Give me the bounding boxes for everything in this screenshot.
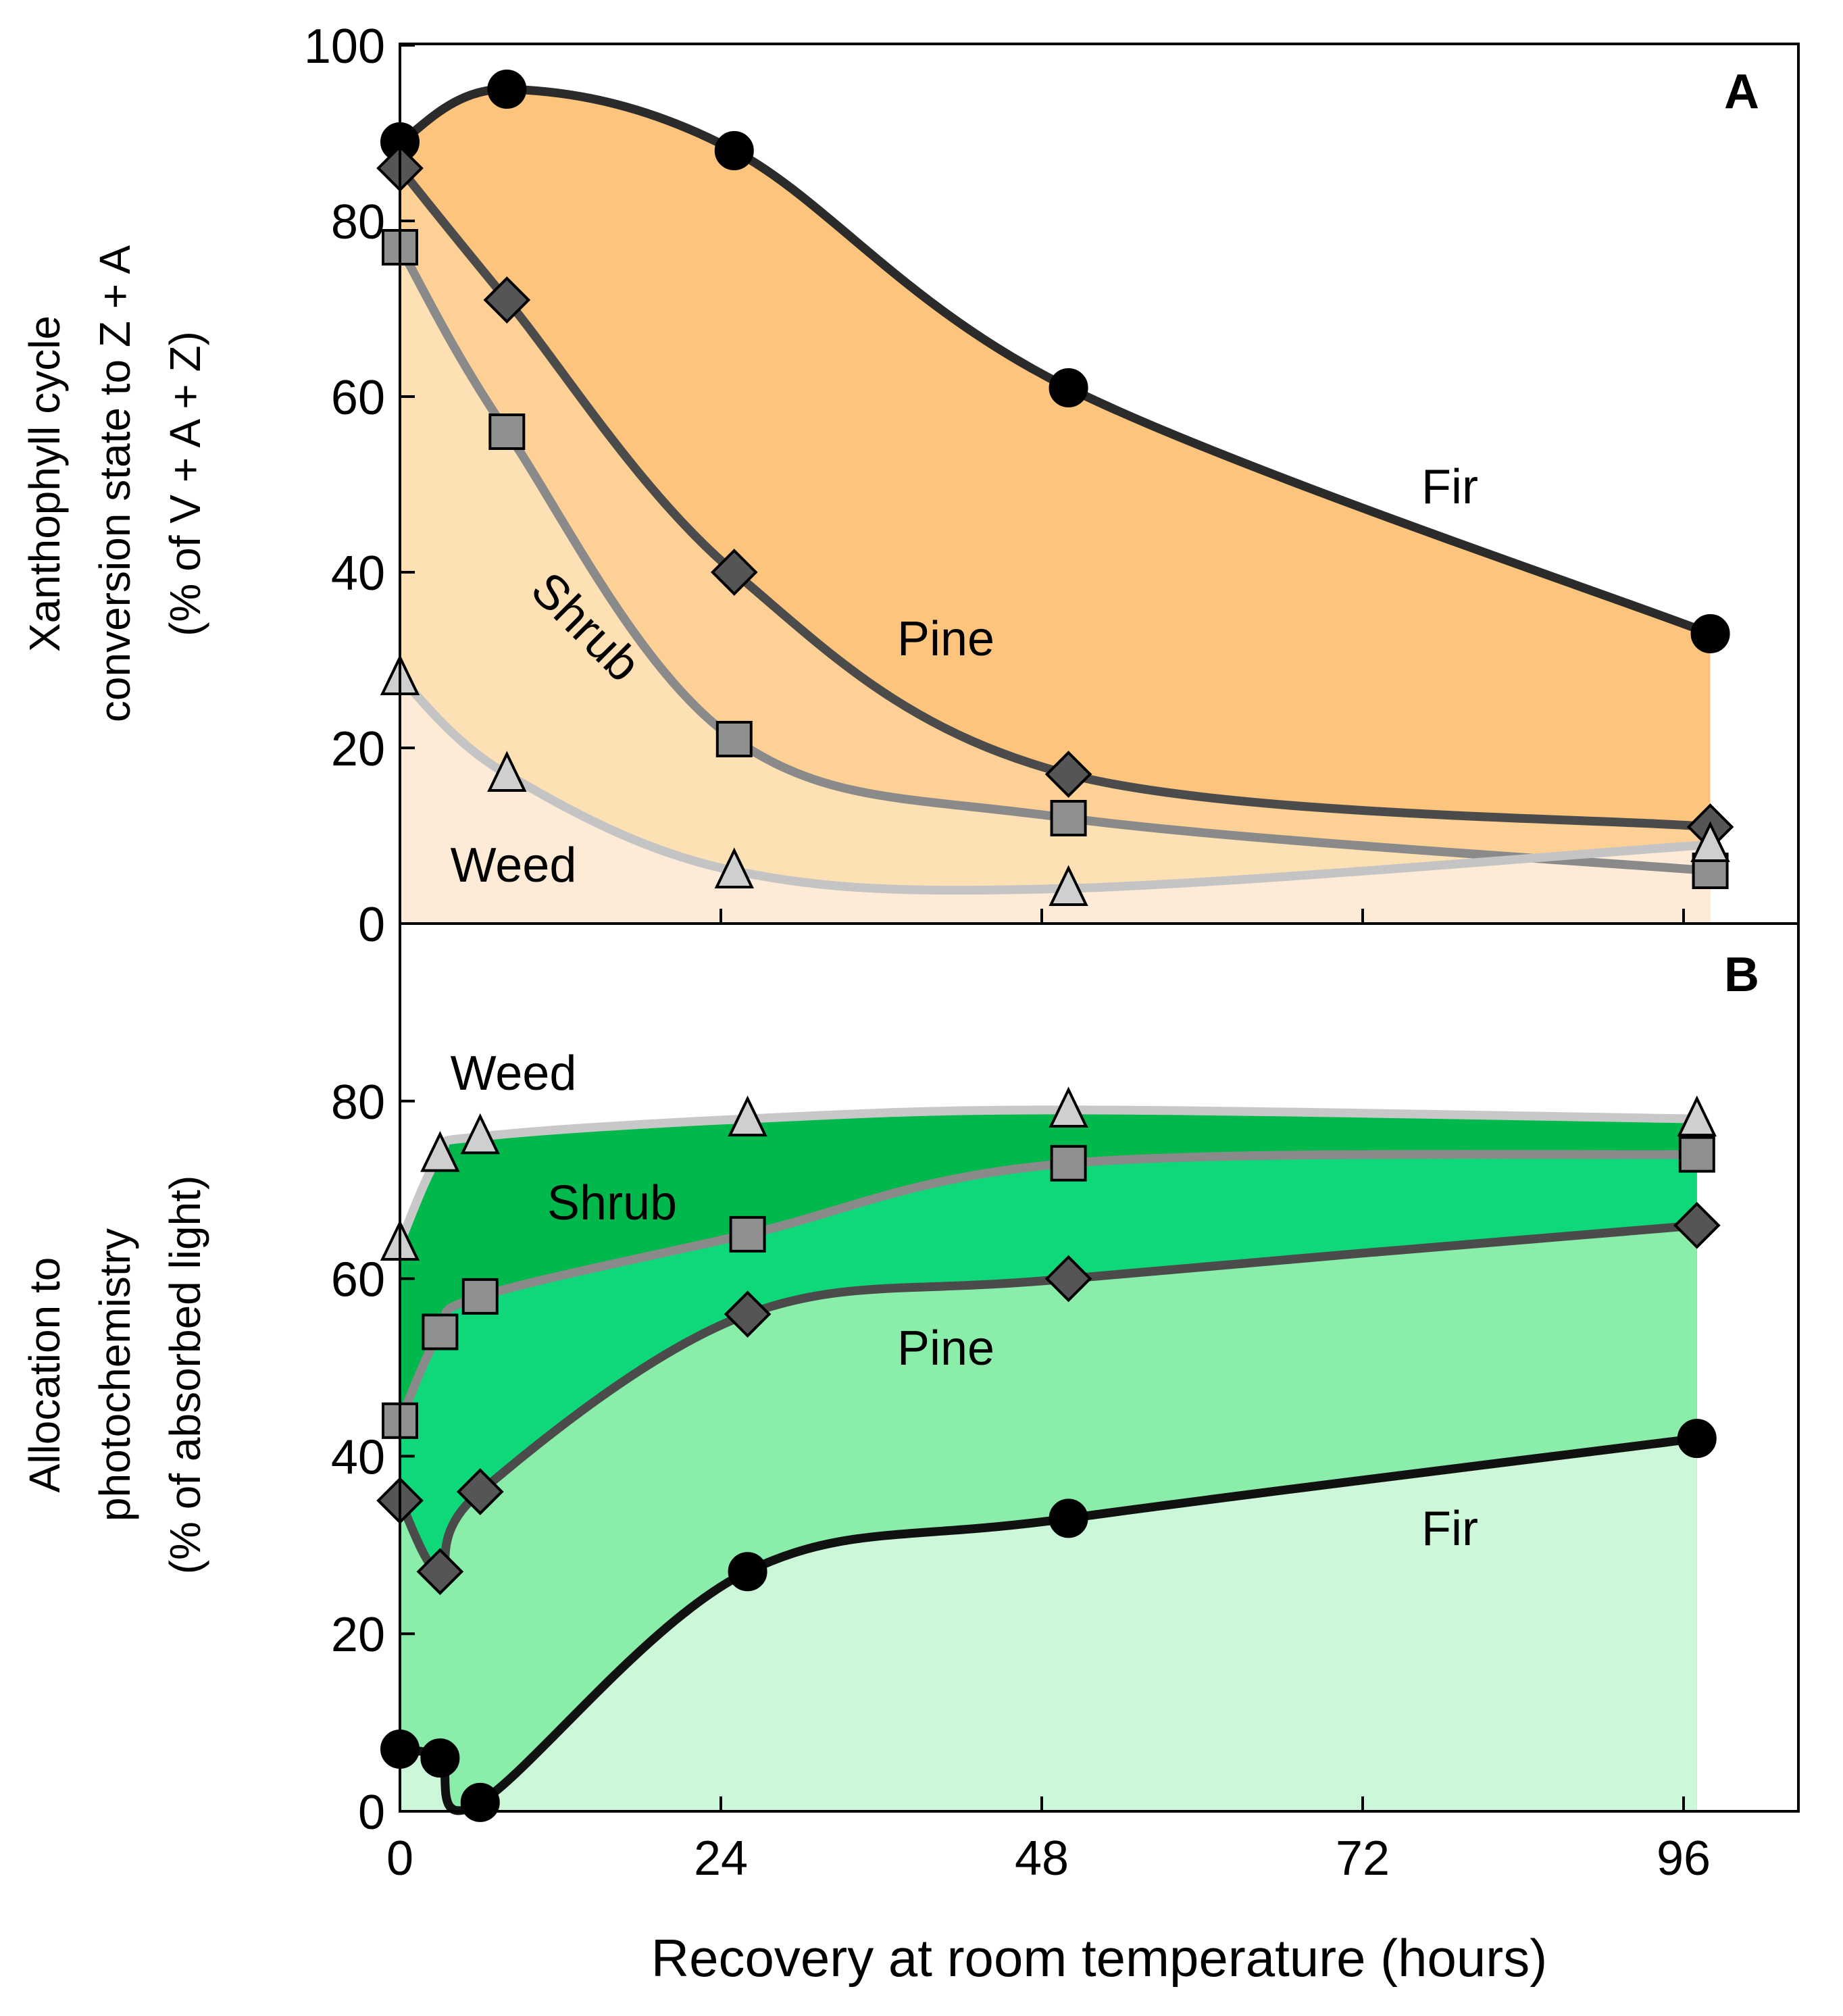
panel-b-point-shrub-4: [1050, 1144, 1087, 1182]
panel-b-annotation-weed: Weed: [451, 1047, 577, 1101]
panel-b-ytick-label-20: 20: [331, 1608, 385, 1662]
panel-b-annotation-shrub: Shrub: [547, 1176, 677, 1230]
panel-a-line-shrub: [395, 243, 1715, 876]
x-tick-label-48: 48: [1015, 1832, 1069, 1886]
panel-b-point-fir-1: [420, 1738, 460, 1778]
panel-b-point-weed-2: [460, 1113, 500, 1155]
panel-b-point-shrub-1: [422, 1313, 459, 1351]
panel-b-ytick-label-80: 80: [331, 1076, 385, 1130]
panel-a-ytick-label-100: 100: [304, 20, 385, 74]
panel-b: 0 20 40 60 80 Allocation to photochemistry (…: [20, 948, 1759, 1840]
panel-b-point-weed-5: [1677, 1095, 1717, 1137]
panel-b-annotation-pine: Pine: [897, 1321, 994, 1376]
panel-b-ytick-label-40: 40: [331, 1430, 385, 1484]
panel-b-line-fir: [395, 1434, 1702, 1815]
panel-b-point-shrub-2: [461, 1278, 499, 1315]
panel-b-point-weed-1: [420, 1131, 460, 1172]
panel-a-point-shrub-2: [715, 721, 753, 757]
panel-a-point-fir-1: [487, 70, 527, 109]
panel-b-label: B: [1724, 948, 1759, 1002]
panel-b-point-pine-2: [456, 1468, 504, 1515]
panel-b-yticks: 0 20 40 60 80: [331, 1076, 415, 1840]
x-axis-label: Recovery at room temperature (hours): [651, 1928, 1548, 1988]
panel-a-ytick-label-0: 0: [358, 898, 385, 952]
panel-a-ylabel-line-2: conversion state to Z + A: [91, 245, 139, 722]
panel-a-point-fir-4: [1690, 614, 1730, 653]
panel-b-point-weed-3: [728, 1095, 767, 1137]
panel-a-point-weed-3: [1049, 865, 1088, 906]
x-tick-label-24: 24: [694, 1832, 748, 1886]
panel-b-point-fir-3: [728, 1552, 767, 1592]
x-tick-label-96: 96: [1657, 1832, 1711, 1886]
x-tick-label-72: 72: [1336, 1832, 1390, 1886]
panel-b-point-shrub-5: [1678, 1136, 1715, 1173]
panel-a-point-fir-3: [1049, 368, 1088, 407]
panel-a-ylabel-line-1: Xanthophyll cycle: [20, 316, 69, 652]
panel-b-area-fir: [400, 1438, 1697, 1811]
panel-b-annotation-fir: Fir: [1421, 1502, 1478, 1556]
panel-b-point-pine-5: [1673, 1201, 1721, 1249]
plot-frame: [399, 43, 1800, 1813]
panel-b-ylabel-line-3: (% of absorbed light): [161, 1176, 209, 1575]
panel-b-point-fir-5: [1677, 1419, 1717, 1459]
panel-a-label: A: [1724, 65, 1759, 119]
panel-a: 0 20 40 60 80 100 Xanthophyll cycle conversio…: [20, 20, 1759, 952]
panel-b-point-fir-2: [460, 1782, 500, 1822]
panel-a-annotation-fir: Fir: [1421, 460, 1478, 514]
panel-a-point-weed-4: [1690, 821, 1730, 862]
panel-b-point-pine-4: [1044, 1255, 1092, 1303]
panel-b-ytick-label-0: 0: [358, 1786, 385, 1840]
panel-b-point-pine-1: [416, 1548, 464, 1596]
panel-a-point-shrub-3: [1050, 800, 1087, 836]
panel-a-point-fir-2: [714, 131, 754, 170]
panel-b-ytick-label-60: 60: [331, 1253, 385, 1307]
panel-b-point-shrub-3: [729, 1215, 766, 1253]
panel-b-ylabel-line-1: Allocation to: [20, 1257, 69, 1493]
panel-a-point-pine-3: [1044, 751, 1092, 798]
panel-a-ylabel-line-3: (% of V + A + Z): [161, 331, 209, 636]
panel-a-ytick-label-60: 60: [331, 371, 385, 425]
panel-b-point-fir-4: [1049, 1498, 1088, 1538]
panel-a-annotation-weed: Weed: [451, 838, 577, 892]
panel-b-areas: [400, 1109, 1697, 1811]
panel-a-point-pine-2: [710, 549, 758, 596]
panel-a-ytick-label-80: 80: [331, 195, 385, 249]
panel-a-yticks: 0 20 40 60 80 100: [304, 20, 415, 952]
panel-a-areas: [400, 89, 1711, 924]
x-tick-label-0: 0: [386, 1832, 413, 1886]
panel-a-point-weed-2: [714, 847, 754, 888]
panel-a-point-weed-1: [487, 751, 527, 792]
x-axis-ticks: 0 24 48 72 96: [386, 909, 1711, 1886]
panel-b-point-weed-4: [1049, 1086, 1088, 1128]
panel-a-annotation-pine: Pine: [897, 612, 994, 666]
panel-b-point-pine-3: [724, 1290, 772, 1338]
panel-a-ytick-label-40: 40: [331, 547, 385, 601]
panel-a-area-weed: [400, 678, 1711, 924]
panel-b-ylabel-line-2: photochemistry: [91, 1228, 139, 1521]
panel-a-point-pine-1: [483, 276, 531, 324]
panel-a-ytick-label-20: 20: [331, 722, 385, 776]
panel-a-point-shrub-1: [488, 413, 526, 450]
